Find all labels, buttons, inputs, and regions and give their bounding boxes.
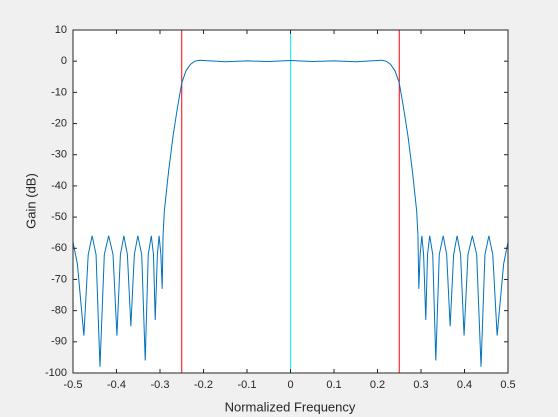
y-tick-label: 0: [61, 55, 67, 67]
x-tick-label: -0.4: [107, 379, 126, 391]
y-tick-label: -100: [45, 367, 67, 379]
gain-line: [72, 59, 509, 367]
y-axis-label: Gain (dB): [23, 173, 38, 229]
y-tick-label: -10: [51, 86, 67, 98]
x-tick-label: 0.4: [457, 379, 472, 391]
x-tick-label: 0: [287, 379, 293, 391]
y-tick-label: -30: [51, 149, 67, 161]
y-tick-label: 10: [55, 24, 67, 36]
x-tick-label: -0.5: [64, 379, 83, 391]
x-tick-label: 0.1: [326, 379, 341, 391]
y-tick-label: -80: [51, 305, 67, 317]
x-tick-label: -0.3: [151, 379, 170, 391]
x-tick-label: 0.5: [500, 379, 515, 391]
x-tick-label: 0.3: [413, 379, 428, 391]
x-tick-label: -0.1: [238, 379, 257, 391]
y-tick-label: -90: [51, 336, 67, 348]
x-tick-label: -0.2: [194, 379, 213, 391]
y-tick-label: -50: [51, 211, 67, 223]
y-tick-label: -70: [51, 273, 67, 285]
x-axis-label: Normalized Frequency: [225, 399, 356, 414]
y-tick-label: -40: [51, 180, 67, 192]
y-tick-label: -60: [51, 242, 67, 254]
x-tick-label: 0.2: [370, 379, 385, 391]
y-tick-label: -20: [51, 117, 67, 129]
